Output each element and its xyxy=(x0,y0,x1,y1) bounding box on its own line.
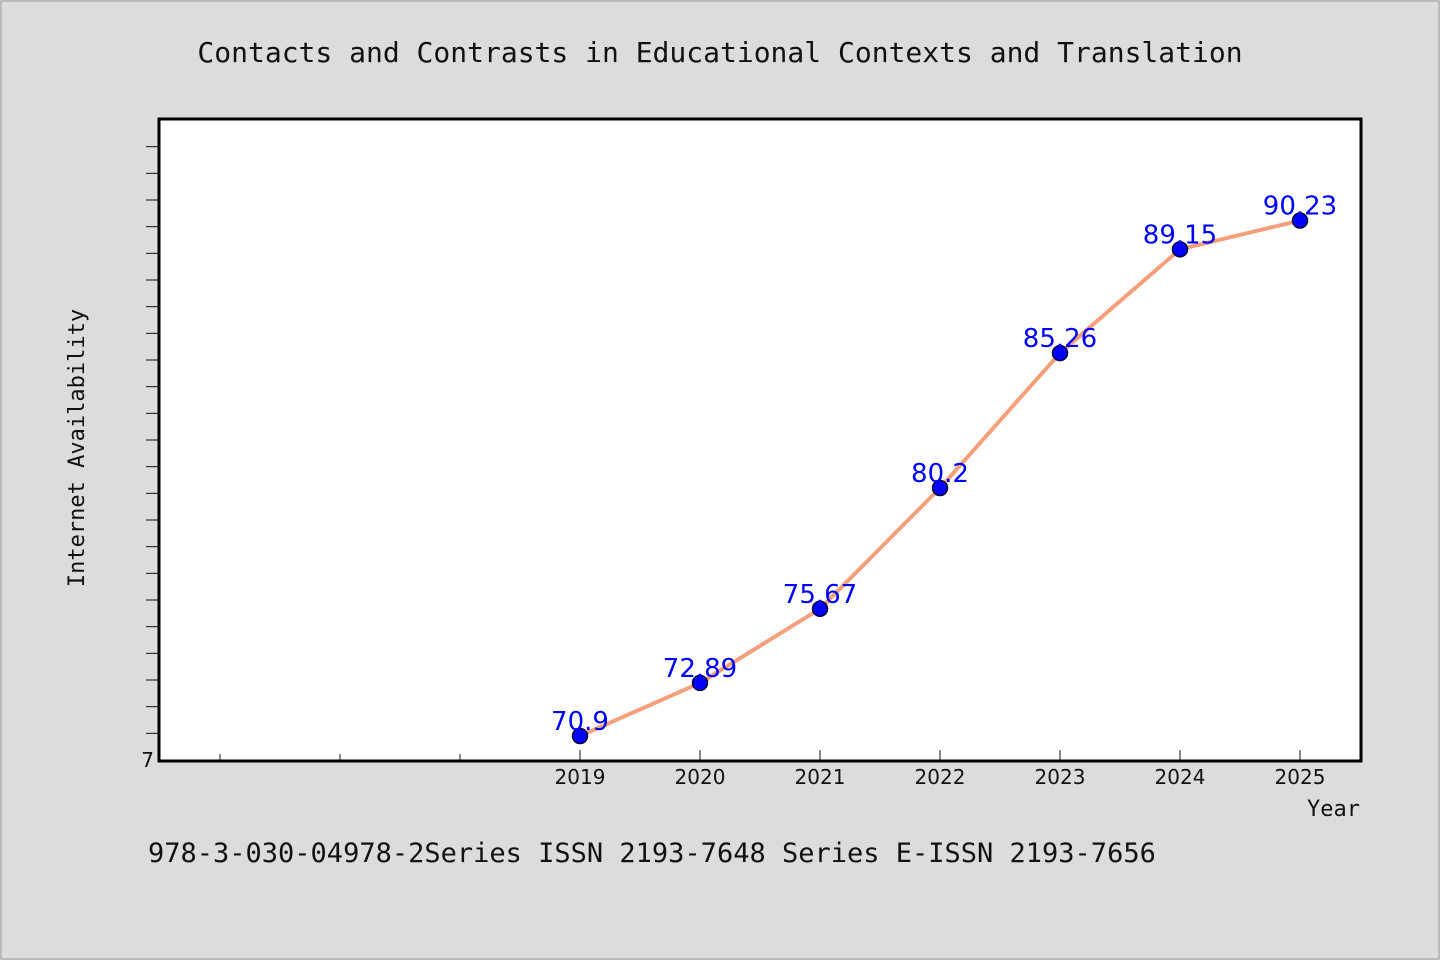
data-point xyxy=(931,479,949,497)
data-label: 85.26 xyxy=(1023,324,1097,354)
x-tick-label: 2023 xyxy=(1035,765,1086,789)
data-point xyxy=(571,727,589,745)
data-point xyxy=(1051,344,1069,362)
plot-area xyxy=(157,117,1363,763)
chart-title: Contacts and Contrasts in Educational Co… xyxy=(197,36,1242,69)
data-label: 80.2 xyxy=(911,459,969,489)
x-tick-label: 2022 xyxy=(915,765,966,789)
data-point xyxy=(691,674,709,692)
y-axis-ticks: 7 xyxy=(141,146,160,772)
data-point xyxy=(811,600,829,618)
x-tick-label: 2020 xyxy=(675,765,726,789)
y-axis-label: Internet Availability xyxy=(65,309,90,587)
x-tick-label: 2024 xyxy=(1155,765,1206,789)
data-point xyxy=(1171,241,1189,258)
y-tick-label: 7 xyxy=(141,748,154,772)
data-label: 90.23 xyxy=(1263,192,1337,222)
x-tick-label: 2021 xyxy=(795,765,846,789)
data-label: 75.67 xyxy=(783,580,857,610)
data-label: 89.15 xyxy=(1143,220,1217,250)
x-axis-label: Year xyxy=(1307,797,1360,822)
x-tick-label: 2019 xyxy=(555,765,606,789)
data-point xyxy=(1291,212,1309,229)
footer-isbn-issn: 978-3-030-04978-2Series ISSN 2193-7648 S… xyxy=(148,838,1156,869)
data-label: 72.89 xyxy=(663,654,737,684)
data-labels: 70.9 72.89 75.67 80.2 85.26 89.15 90.23 xyxy=(551,192,1337,737)
x-tick-label: 2025 xyxy=(1275,765,1326,789)
x-axis-ticks: 2019 2020 2021 2022 2023 2024 2025 xyxy=(219,750,1326,789)
data-label: 70.9 xyxy=(551,707,609,737)
series-layer xyxy=(571,212,1309,745)
